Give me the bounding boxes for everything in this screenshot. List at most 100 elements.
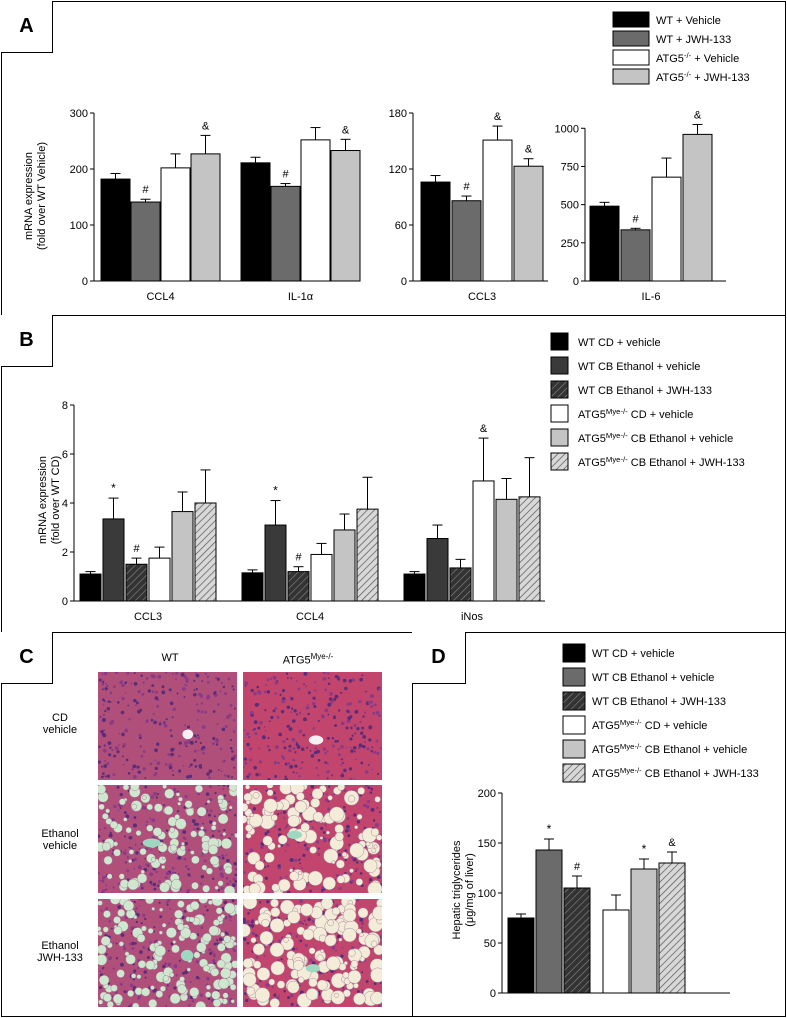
significance-mark-B: & <box>480 423 488 435</box>
panel-a-label: A <box>1 1 53 53</box>
legend-a-label: WT + Vehicle <box>656 15 721 27</box>
bar-A1 <box>190 153 221 282</box>
legend-b-label: WT CB Ethanol + vehicle <box>578 361 700 373</box>
micro-col-header-atg5-base: ATG5 <box>282 654 311 667</box>
bar-B <box>79 573 102 602</box>
micro-row-label-2-line2: vehicle <box>42 840 78 852</box>
micro-row-label-1-line2: vehicle <box>42 724 78 736</box>
bar-B <box>102 518 125 602</box>
b-ylabel-1: mRNA expression <box>37 456 49 544</box>
bar-D <box>563 887 591 994</box>
a-ylabel-1: mRNA expression <box>23 152 35 240</box>
micro-col-header-atg5-sup: Mye-/- <box>310 652 334 661</box>
significance-mark-A3: & <box>694 109 702 121</box>
significance-mark-D: * <box>547 822 552 836</box>
panel-b-label: B <box>1 315 53 367</box>
y-tick-label-A3: 750 <box>561 161 579 173</box>
d-ylabel-1: Hepatic triglycerides <box>451 840 463 940</box>
y-tick-label-A3: 250 <box>561 238 579 250</box>
legend-b-swatch <box>550 380 569 399</box>
y-tick-label-B: 2 <box>62 547 68 559</box>
y-tick-label-A1: 100 <box>70 220 88 232</box>
category-label-B: iNos <box>461 611 484 623</box>
bar-D <box>602 909 630 994</box>
significance-mark-B: # <box>295 552 302 564</box>
legend-a-swatch <box>612 68 650 85</box>
micro-row-label-2-line1: Ethanol <box>41 828 79 840</box>
legend-d-label: ATG5Mye-/- CD + vehicle <box>592 718 707 733</box>
significance-mark-A3: # <box>632 213 639 225</box>
micrograph-atg5-cd-vehicle <box>243 672 382 780</box>
y-tick-label-D: 50 <box>484 938 496 950</box>
legend-d-swatch <box>562 739 586 759</box>
legend-b-label: ATG5Mye-/- CD + vehicle <box>578 407 693 422</box>
significance-mark-D: & <box>668 837 676 849</box>
bar-B <box>125 563 148 602</box>
bar-B <box>333 529 356 602</box>
category-label-A2: CCL3 <box>468 291 496 303</box>
significance-mark-A1: & <box>342 124 350 136</box>
significance-mark-A2: & <box>525 144 533 156</box>
bar-B <box>171 511 194 602</box>
y-tick-label-A3: 1000 <box>555 123 579 135</box>
bar-B <box>310 553 333 602</box>
legend-b-swatch <box>550 452 569 471</box>
micro-row-label-2: Ethanol vehicle <box>30 828 90 852</box>
y-tick-label-A2: 120 <box>389 164 407 176</box>
a-ylabel-2: (fold over WT Vehicle) <box>36 142 48 250</box>
significance-mark-D: * <box>642 842 647 856</box>
bar-A1 <box>330 150 361 282</box>
micrograph-atg5-ethanol-jwh133 <box>243 899 382 1007</box>
panel-d-label: D <box>412 632 466 684</box>
y-tick-label-B: 4 <box>62 498 68 510</box>
micro-col-header-wt: WT <box>161 652 179 664</box>
bar-D <box>507 917 535 994</box>
legend-d-swatch <box>562 643 586 663</box>
significance-mark-D: # <box>574 861 581 873</box>
legend-d-label: ATG5Mye-/- CB Ethanol + vehicle <box>592 742 747 757</box>
significance-mark-B: * <box>111 481 116 495</box>
legend-d-label: WT CB Ethanol + JWH-133 <box>592 696 726 708</box>
legend-b-label: WT CB Ethanol + JWH-133 <box>578 385 712 397</box>
significance-mark-A1: # <box>282 169 289 181</box>
bar-B <box>449 567 472 602</box>
legend-b-swatch <box>550 332 569 351</box>
bar-B <box>495 498 518 602</box>
bar-A2 <box>482 139 513 282</box>
y-tick-label-A3: 500 <box>561 200 579 212</box>
bar-A2 <box>451 200 482 282</box>
bar-B <box>194 502 217 602</box>
bar-B <box>356 508 379 602</box>
bar-A3 <box>589 205 620 282</box>
category-label-A1: IL-1α <box>288 291 314 303</box>
bar-A1 <box>130 201 161 282</box>
category-label-B: CCL4 <box>296 611 324 623</box>
bar-A3 <box>620 229 651 282</box>
panel-d-frame <box>412 632 786 1017</box>
significance-mark-B: # <box>133 543 140 555</box>
y-tick-label-D: 100 <box>478 888 496 900</box>
legend-b-swatch <box>550 428 569 447</box>
legend-a-label: ATG5-/- + JWH-133 <box>656 70 750 85</box>
y-tick-label-B: 8 <box>62 400 68 412</box>
y-tick-label-A2: 60 <box>395 220 407 232</box>
legend-b-swatch <box>550 356 569 375</box>
bar-B <box>472 480 495 602</box>
y-tick-label-A1: 200 <box>70 164 88 176</box>
y-tick-label-A1: 300 <box>70 108 88 120</box>
y-tick-label-B: 0 <box>62 596 68 608</box>
y-tick-label-A2: 0 <box>401 276 407 288</box>
bar-A1 <box>100 178 131 282</box>
significance-mark-A2: # <box>463 181 470 193</box>
bar-A3 <box>651 176 682 282</box>
bar-B <box>287 571 310 602</box>
legend-b-swatch <box>550 404 569 423</box>
y-tick-label-A1: 0 <box>82 276 88 288</box>
bar-B <box>241 572 264 602</box>
bar-A2 <box>513 165 544 282</box>
y-tick-label-D: 200 <box>478 788 496 800</box>
bar-B <box>426 538 449 602</box>
significance-mark-A1: # <box>142 184 149 196</box>
micro-row-label-3-line2: JWH-133 <box>37 952 83 964</box>
